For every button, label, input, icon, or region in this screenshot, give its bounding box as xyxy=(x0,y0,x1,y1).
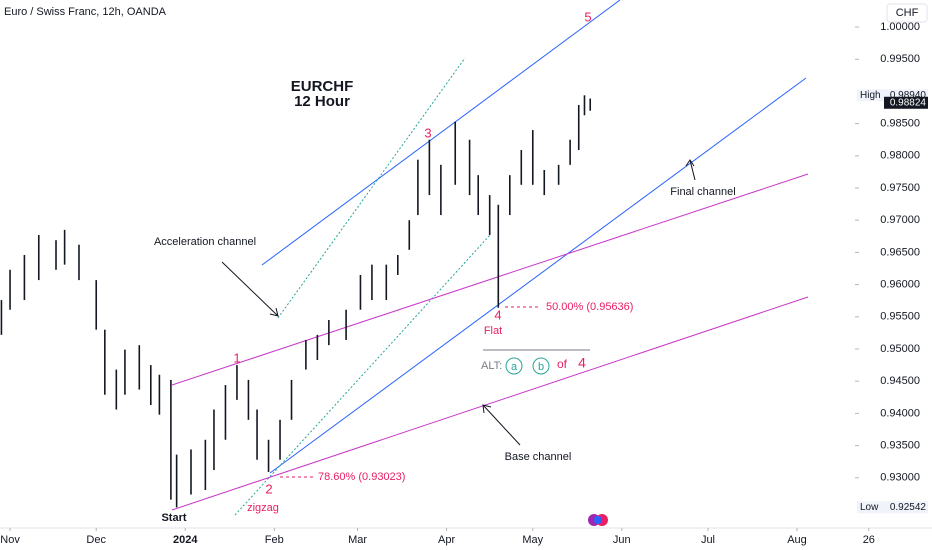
arrow xyxy=(221,261,279,317)
heading: EURCHF xyxy=(291,78,354,95)
x-tick-label: Aug xyxy=(787,534,807,546)
arrow-head xyxy=(482,404,492,414)
alt-b: b xyxy=(538,361,544,373)
dotted-channel-upper xyxy=(277,57,466,319)
alt-circle xyxy=(532,357,550,375)
y-tick-label: 0.94000 xyxy=(880,407,920,419)
y-tick-label: 0.97000 xyxy=(880,214,920,226)
y-tick-label: 0.93000 xyxy=(880,472,920,484)
fib-label: 50.00% (0.95636) xyxy=(546,301,633,313)
y-tick-label: 0.94500 xyxy=(880,375,920,387)
x-tick-label: Nov xyxy=(0,534,20,546)
wave-label: 3 xyxy=(424,125,431,140)
alt-circle xyxy=(505,357,523,375)
x-tick-label: Dec xyxy=(86,534,106,546)
x-tick-label: 26 xyxy=(863,534,875,546)
fib-label: 78.60% (0.93023) xyxy=(318,471,405,483)
x-tick-label: 2024 xyxy=(173,534,198,546)
price-tag-value: 0.92542 xyxy=(890,502,927,513)
y-tick-label: 0.95000 xyxy=(880,343,920,355)
alt-4: 4 xyxy=(578,355,586,371)
final-channel-line xyxy=(269,77,807,474)
channel-label: Base channel xyxy=(505,451,572,463)
arrow-head xyxy=(685,159,695,167)
y-tick-label: 0.96000 xyxy=(880,279,920,291)
arrow-head xyxy=(269,307,279,317)
currency: CHF xyxy=(896,7,919,19)
price-tag-name-box xyxy=(857,89,884,102)
y-tick-label: 0.97500 xyxy=(880,182,920,194)
price-tag-name: Low xyxy=(860,502,879,513)
price-tag xyxy=(884,96,928,109)
price-tag-name-box xyxy=(857,501,884,514)
price-tag-name: High xyxy=(860,90,881,101)
wave-label: 5 xyxy=(584,9,591,24)
price-bars xyxy=(0,95,592,508)
base-channel-upper xyxy=(171,173,809,386)
y-tick-label: 0.96500 xyxy=(880,246,920,258)
price-tag-value: 0.98824 xyxy=(890,97,927,108)
y-tick-label: 0.99500 xyxy=(880,53,920,65)
y-tick-label: 0.95500 xyxy=(880,311,920,323)
dotted-channel-lower xyxy=(234,234,491,516)
y-tick-label: 0.98000 xyxy=(880,150,920,162)
base-channel-lower xyxy=(171,296,809,511)
replay-icon[interactable] xyxy=(588,514,608,526)
arrow xyxy=(482,404,521,446)
y-tick-label: 0.98500 xyxy=(880,118,920,130)
price-tag xyxy=(884,501,928,514)
acceleration-channel-line xyxy=(261,0,621,266)
x-tick-label: Mar xyxy=(348,534,367,546)
x-tick-label: May xyxy=(522,534,543,546)
wave-label: 1 xyxy=(233,350,240,365)
alt-a: a xyxy=(511,361,518,373)
price-tag-value: 0.98940 xyxy=(890,90,927,101)
y-tick-label: 1.00000 xyxy=(880,21,920,33)
x-tick-label: Apr xyxy=(438,534,455,546)
x-tick-label: Jul xyxy=(701,534,715,546)
price-axis-panel xyxy=(855,0,932,528)
x-tick-label: Feb xyxy=(265,534,284,546)
channel-label: Acceleration channel xyxy=(154,236,256,248)
chart-title: Euro / Swiss Franc, 12h, OANDA xyxy=(4,6,167,18)
drawings xyxy=(171,0,809,516)
wave-label: 2 xyxy=(265,481,272,496)
y-tick-label: 0.93500 xyxy=(880,439,920,451)
alt-label: ALT: xyxy=(481,360,502,372)
zigzag-label: zigzag xyxy=(247,502,279,514)
currency-box[interactable] xyxy=(886,3,928,23)
x-tick-label: Jun xyxy=(613,534,631,546)
start-label: Start xyxy=(161,512,186,524)
channel-label: Final channel xyxy=(670,186,735,198)
alt-of: of xyxy=(557,357,568,371)
arrow xyxy=(689,159,696,181)
wave-label: 4 xyxy=(494,307,501,322)
flat-label: Flat xyxy=(484,325,502,337)
subheading: 12 Hour xyxy=(294,93,350,110)
